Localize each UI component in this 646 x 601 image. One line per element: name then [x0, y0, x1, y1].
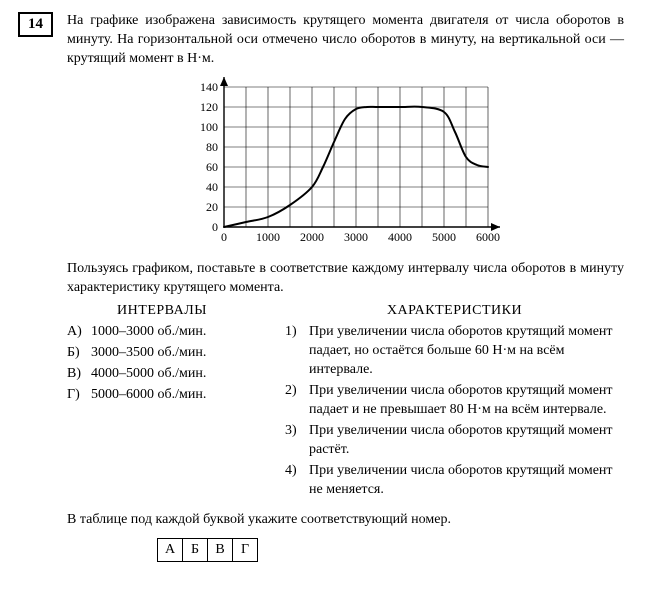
- characteristic-text: При увеличении числа оборотов крутящий м…: [309, 422, 624, 460]
- interval-item: В) 4000–5000 об./мин.: [67, 365, 257, 384]
- intervals-title: ИНТЕРВАЛЫ: [67, 303, 257, 319]
- svg-text:60: 60: [206, 160, 218, 174]
- svg-text:0: 0: [212, 220, 218, 234]
- task-paragraph: Пользуясь графиком, поставьте в соответс…: [67, 260, 624, 298]
- characteristic-marker: 3): [285, 422, 303, 441]
- interval-item: Б) 3000–3500 об./мин.: [67, 344, 257, 363]
- interval-marker: Г): [67, 386, 85, 405]
- header-row: 14 На графике изображена зависимость кру…: [18, 12, 624, 562]
- characteristic-item: 4) При увеличении числа оборотов крутящий…: [285, 462, 624, 500]
- characteristic-text: При увеличении числа оборотов крутящий м…: [309, 382, 624, 420]
- answer-header-row: АБВГ: [158, 539, 258, 562]
- svg-text:100: 100: [200, 120, 218, 134]
- characteristic-item: 2) При увеличении числа оборотов крутящий…: [285, 382, 624, 420]
- exam-problem: 14 На графике изображена зависимость кру…: [0, 0, 646, 574]
- svg-text:20: 20: [206, 200, 218, 214]
- answer-header-cell: Г: [233, 539, 258, 562]
- svg-text:5000: 5000: [432, 230, 456, 244]
- characteristic-marker: 2): [285, 382, 303, 401]
- chart-container: 0 1000 2000 3000 4000 5000 6000 0 20 40 60 80 100 120…: [67, 77, 624, 252]
- characteristics-list: 1) При увеличении числа оборотов крутящий…: [285, 323, 624, 499]
- characteristic-text: При увеличении числа оборотов крутящий м…: [309, 462, 624, 500]
- svg-text:1000: 1000: [256, 230, 280, 244]
- characteristic-marker: 4): [285, 462, 303, 481]
- torque-chart: 0 1000 2000 3000 4000 5000 6000 0 20 40 60 80 100 120…: [176, 77, 516, 252]
- question-number: 14: [28, 16, 43, 32]
- intervals-list: А) 1000–3000 об./мин. Б) 3000–3500 об./мин.…: [67, 323, 257, 405]
- svg-text:0: 0: [221, 230, 227, 244]
- characteristic-item: 3) При увеличении числа оборотов крутящий…: [285, 422, 624, 460]
- svg-text:6000: 6000: [476, 230, 500, 244]
- characteristics-column: ХАРАКТЕРИСТИКИ 1) При увеличении числа об…: [285, 303, 624, 501]
- question-number-box: 14: [18, 12, 53, 37]
- svg-text:80: 80: [206, 140, 218, 154]
- interval-text: 5000–6000 об./мин.: [91, 386, 257, 405]
- answer-table: АБВГ: [157, 538, 624, 562]
- intro-paragraph: На графике изображена зависимость крутящ…: [67, 12, 624, 69]
- answer-header-cell: Б: [183, 539, 208, 562]
- answer-header-cell: А: [158, 539, 183, 562]
- interval-text: 1000–3000 об./мин.: [91, 323, 257, 342]
- svg-text:140: 140: [200, 80, 218, 94]
- svg-text:40: 40: [206, 180, 218, 194]
- interval-item: Г) 5000–6000 об./мин.: [67, 386, 257, 405]
- interval-text: 3000–3500 об./мин.: [91, 344, 257, 363]
- intervals-column: ИНТЕРВАЛЫ А) 1000–3000 об./мин. Б) 3000–350…: [67, 303, 257, 501]
- problem-body: На графике изображена зависимость крутящ…: [67, 12, 624, 562]
- characteristic-marker: 1): [285, 323, 303, 342]
- characteristic-text: При увеличении числа оборотов крутящий м…: [309, 323, 624, 380]
- svg-text:4000: 4000: [388, 230, 412, 244]
- answer-instruction: В таблице под каждой буквой укажите соот…: [67, 511, 624, 530]
- interval-text: 4000–5000 об./мин.: [91, 365, 257, 384]
- answer-header-cell: В: [208, 539, 233, 562]
- interval-item: А) 1000–3000 об./мин.: [67, 323, 257, 342]
- characteristics-title: ХАРАКТЕРИСТИКИ: [285, 303, 624, 319]
- svg-text:3000: 3000: [344, 230, 368, 244]
- interval-marker: В): [67, 365, 85, 384]
- interval-marker: Б): [67, 344, 85, 363]
- interval-marker: А): [67, 323, 85, 342]
- matching-lists: ИНТЕРВАЛЫ А) 1000–3000 об./мин. Б) 3000–350…: [67, 303, 624, 501]
- svg-text:2000: 2000: [300, 230, 324, 244]
- svg-text:120: 120: [200, 100, 218, 114]
- characteristic-item: 1) При увеличении числа оборотов крутящий…: [285, 323, 624, 380]
